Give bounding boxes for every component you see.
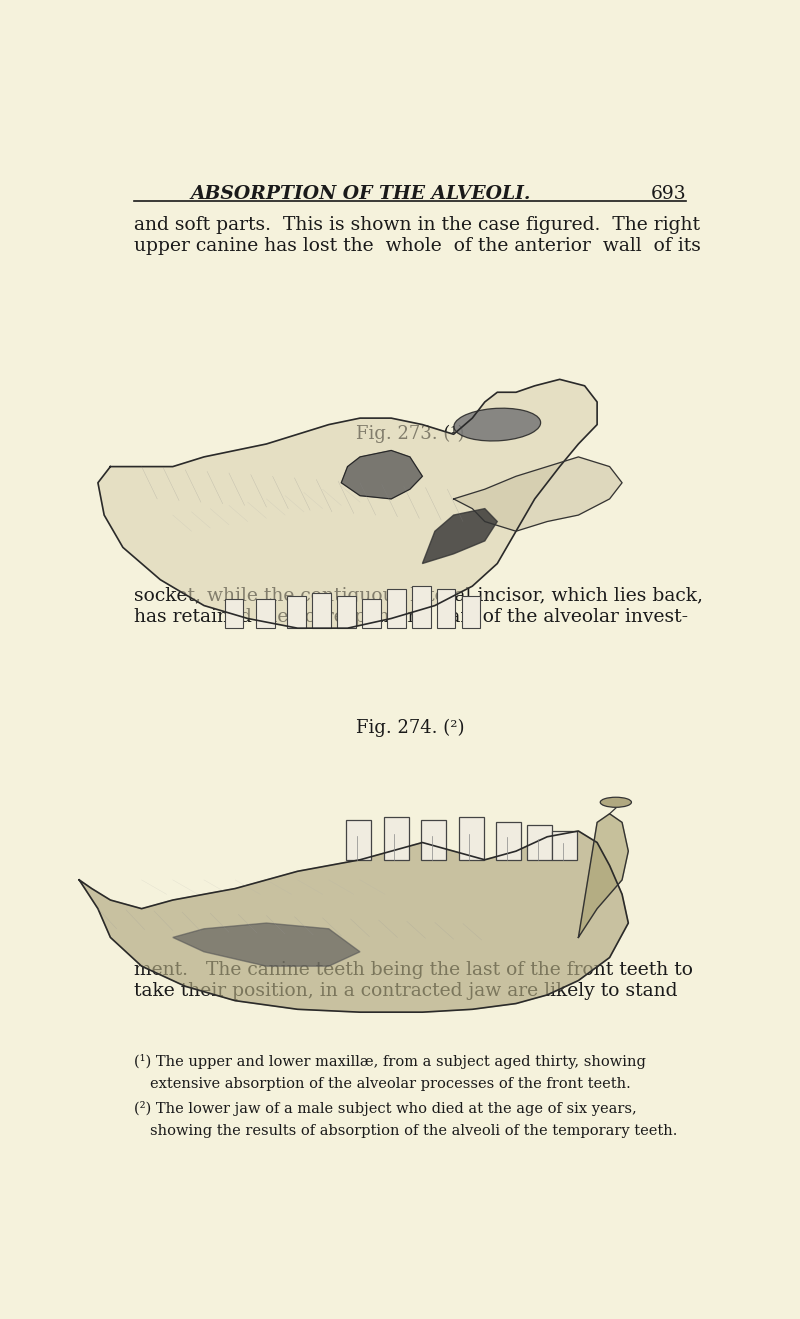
Text: 693: 693 [650,185,686,203]
Bar [462,596,481,628]
Bar [437,590,455,628]
Bar [552,831,577,860]
Polygon shape [454,456,622,532]
Bar [225,599,243,628]
Text: showing the results of absorption of the alveoli of the temporary teeth.: showing the results of absorption of the… [150,1124,677,1138]
Bar [387,590,406,628]
Bar [346,819,371,860]
Text: Fig. 274. (²): Fig. 274. (²) [356,719,464,737]
Polygon shape [578,814,628,938]
Bar [362,599,381,628]
Text: ment.   The canine teeth being the last of the front teeth to: ment. The canine teeth being the last of… [134,960,693,979]
Bar [527,826,552,860]
Polygon shape [98,380,597,628]
Bar [256,599,274,628]
Ellipse shape [454,408,541,441]
Text: ABSORPTION OF THE ALVEOLI.: ABSORPTION OF THE ALVEOLI. [190,185,530,203]
Bar [496,823,521,860]
Text: has retained the corresponding part of the alveolar invest-: has retained the corresponding part of t… [134,608,688,627]
Text: upper canine has lost the  whole  of the anterior  wall  of its: upper canine has lost the whole of the a… [134,237,701,256]
Bar [458,816,483,860]
Text: extensive absorption of the alveolar processes of the front teeth.: extensive absorption of the alveolar pro… [150,1078,630,1091]
Text: and soft parts.  This is shown in the case figured.  The right: and soft parts. This is shown in the cas… [134,216,700,235]
Bar [287,596,306,628]
Polygon shape [79,831,628,1012]
Text: socket, while the contiguous lateral incisor, which lies back,: socket, while the contiguous lateral inc… [134,587,703,605]
Bar [337,596,356,628]
Bar [384,816,409,860]
Text: Fig. 273. (¹): Fig. 273. (¹) [356,425,464,443]
Bar [412,586,430,628]
Polygon shape [342,451,422,499]
Text: (¹) The upper and lower maxillæ, from a subject aged thirty, showing: (¹) The upper and lower maxillæ, from a … [134,1054,646,1070]
Bar [421,819,446,860]
Text: take their position, in a contracted jaw are likely to stand: take their position, in a contracted jaw… [134,981,678,1000]
Text: (²) The lower jaw of a male subject who died at the age of six years,: (²) The lower jaw of a male subject who … [134,1101,637,1116]
Polygon shape [173,923,360,966]
Ellipse shape [600,797,631,807]
Polygon shape [422,509,498,563]
Bar [312,592,330,628]
